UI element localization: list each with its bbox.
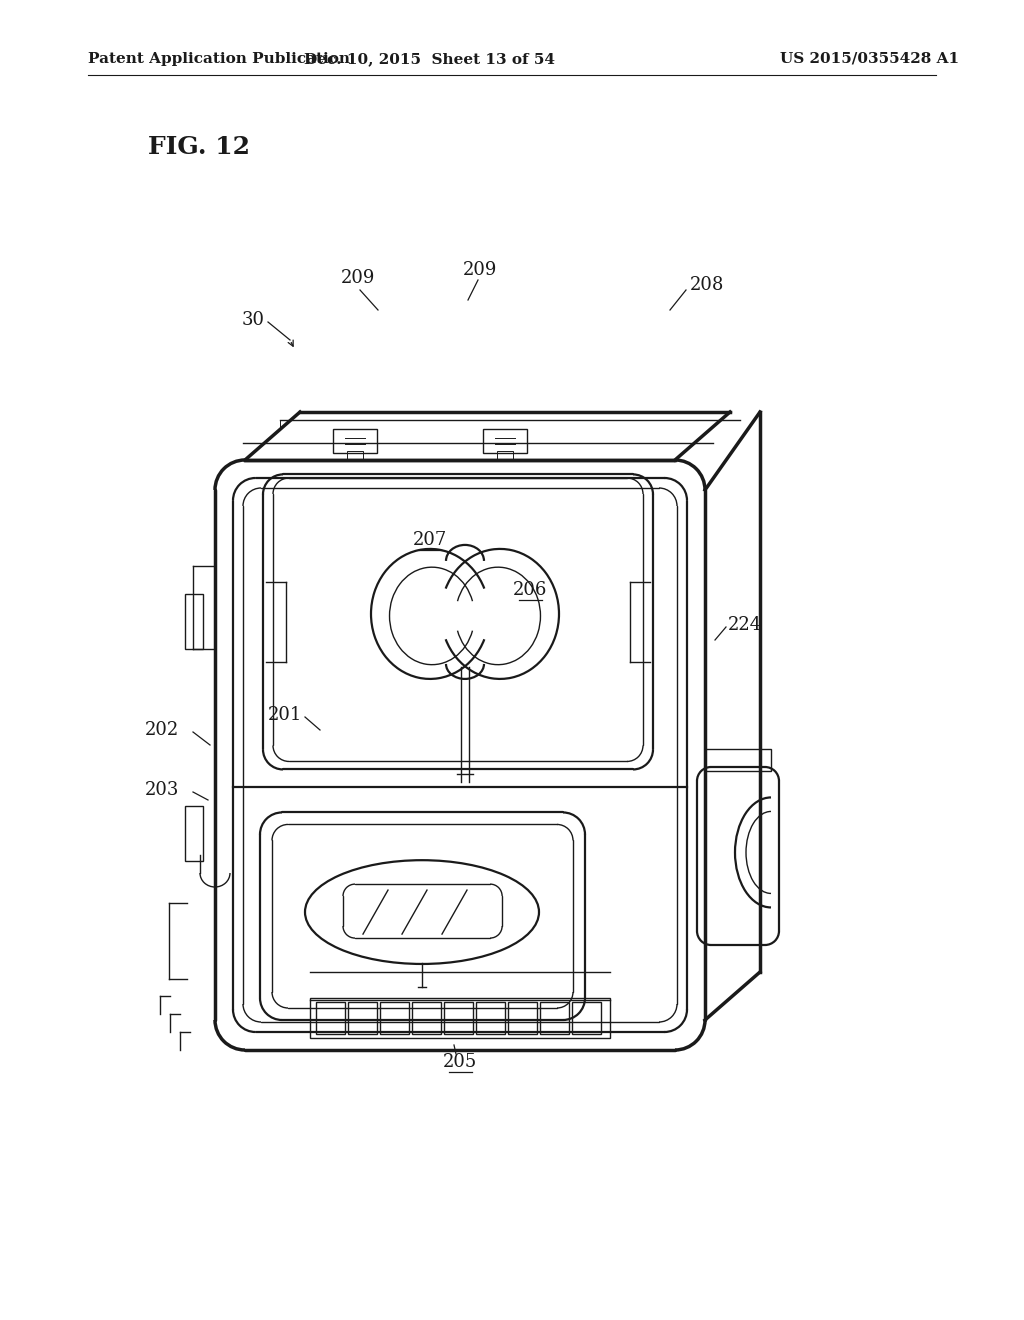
Bar [412, 1002, 441, 1034]
Bar [444, 1002, 473, 1034]
Bar [185, 807, 203, 861]
Bar [572, 1002, 601, 1034]
Text: 202: 202 [145, 721, 179, 739]
Text: 224: 224 [728, 616, 762, 634]
Text: 208: 208 [690, 276, 724, 294]
Bar [540, 1002, 569, 1034]
Bar [185, 594, 203, 649]
Text: 203: 203 [145, 781, 179, 799]
Bar [705, 748, 771, 771]
Text: FIG. 12: FIG. 12 [148, 135, 250, 158]
Bar [380, 1002, 409, 1034]
Text: 201: 201 [268, 706, 302, 723]
Text: US 2015/0355428 A1: US 2015/0355428 A1 [780, 51, 959, 66]
Text: Patent Application Publication: Patent Application Publication [88, 51, 350, 66]
Bar [476, 1002, 505, 1034]
Bar [347, 451, 362, 459]
Text: 209: 209 [463, 261, 498, 279]
Bar [483, 429, 527, 453]
Bar [508, 1002, 537, 1034]
Bar [497, 451, 513, 459]
Text: 209: 209 [341, 269, 375, 286]
Bar [333, 429, 377, 453]
Bar [348, 1002, 377, 1034]
Bar [316, 1002, 345, 1034]
Text: 30: 30 [242, 312, 265, 329]
Text: 206: 206 [513, 581, 547, 599]
Text: 205: 205 [442, 1053, 477, 1071]
Text: 207: 207 [413, 531, 447, 549]
Text: Dec. 10, 2015  Sheet 13 of 54: Dec. 10, 2015 Sheet 13 of 54 [304, 51, 555, 66]
Bar [310, 998, 610, 1038]
